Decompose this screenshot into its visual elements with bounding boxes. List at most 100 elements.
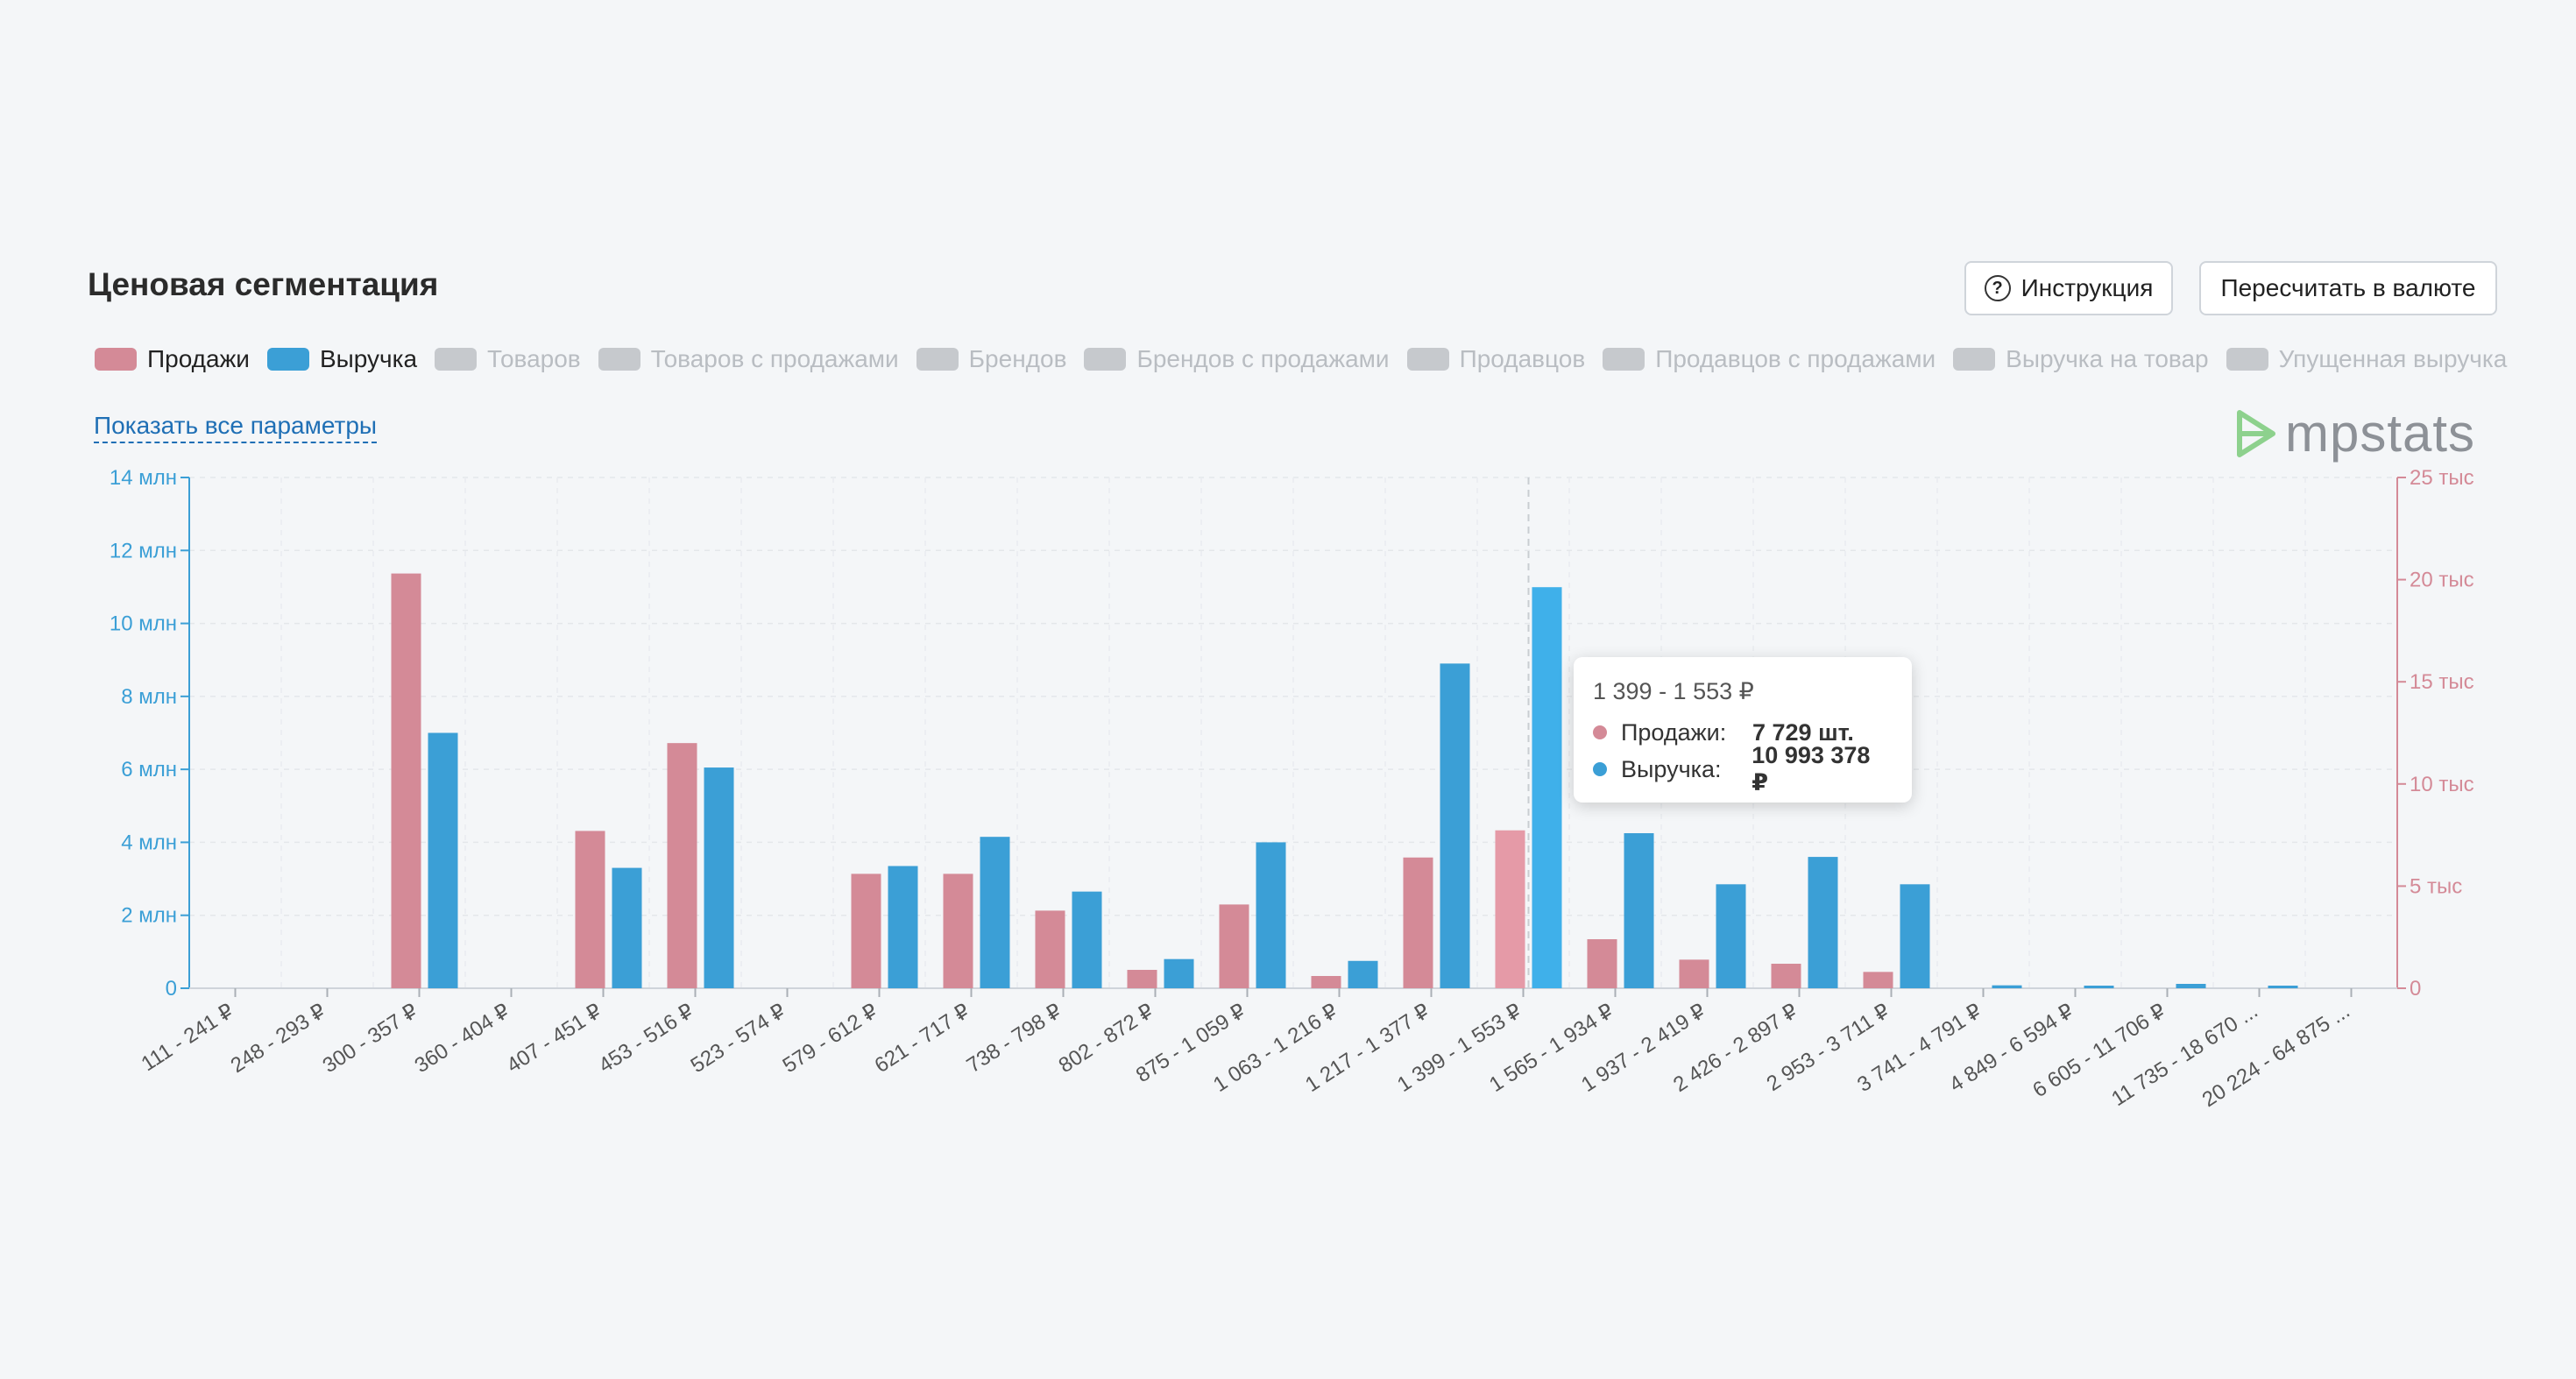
legend-item[interactable]: Упущенная выручка [2226,345,2508,373]
revenue-bar [1716,884,1746,988]
tooltip-row-revenue: Выручка: 10 993 378 ₽ [1593,742,1893,796]
sales-bar [1771,964,1801,988]
legend-label: Выручка [319,345,418,372]
revenue-bar [2268,986,2298,988]
right-tick-label: 5 тыс [2410,874,2462,898]
sales-bar [1311,976,1341,988]
revenue-bar [612,867,642,988]
legend-swatch [266,348,309,371]
right-tick-label: 0 [2410,977,2421,1001]
x-tick-label: 300 - 357 ₽ [319,999,422,1078]
left-tick-label: 14 млн [110,466,177,490]
chart-legend: Продажи Выручка Товаров Товаров с продажами… [95,345,2524,373]
left-tick-label: 0 [166,977,177,1001]
legend-item[interactable]: Брендов [916,345,1067,373]
brand-logo: mpstats [2236,403,2475,463]
sales-bar [1495,830,1525,988]
tooltip-row-sales: Продажи: 7 729 шт. [1593,714,1893,751]
revenue-bar [1164,958,1194,988]
legend-swatch [95,348,137,371]
legend-swatch [435,348,478,371]
legend-swatch [2226,348,2268,371]
tooltip-range: 1 399 - 1 553 ₽ [1593,678,1754,704]
legend-label: Брендов [968,345,1067,372]
revenue-dot-icon [1593,762,1607,776]
left-tick-label: 8 млн [121,685,177,709]
sales-bar [667,743,697,988]
legend-label: Продавцов с продажами [1655,345,1936,372]
revenue-bar [1256,842,1286,988]
brand-name: mpstats [2285,404,2476,463]
sales-bar [1403,857,1433,988]
right-tick-label: 25 тыс [2410,466,2474,490]
recalculate-currency-button[interactable]: Пересчитать в валюте [2199,261,2497,315]
legend-item[interactable]: Продавцов с продажами [1603,345,1936,373]
right-tick-label: 15 тыс [2410,670,2474,694]
sales-dot-icon [1593,725,1607,739]
revenue-bar [1532,587,1562,988]
revenue-bar [1900,884,1930,988]
legend-label: Брендов с продажами [1136,345,1390,372]
x-tick-label: 453 - 516 ₽ [595,999,698,1078]
x-tick-label: 738 - 798 ₽ [963,999,1066,1078]
legend-swatch [1603,348,1645,371]
revenue-bar [1072,891,1102,988]
sales-bar [1127,970,1157,988]
legend-swatch [1084,348,1127,371]
currency-label: Пересчитать в валюте [2220,274,2476,301]
x-tick-label: 621 - 717 ₽ [871,999,974,1078]
revenue-bar [1624,833,1654,988]
revenue-bar [2176,984,2206,988]
legend-item[interactable]: Товаров [435,345,581,373]
tooltip-sales-value: 7 729 шт. [1752,718,1854,746]
sales-bar [1587,939,1617,988]
left-tick-label: 4 млн [121,831,177,854]
revenue-bar [1808,857,1838,988]
left-tick-label: 2 млн [121,904,177,928]
x-tick-label: 407 - 451 ₽ [503,999,606,1078]
legend-label: Товаров [487,345,581,372]
legend-label: Продажи [147,345,250,372]
legend-item[interactable]: Выручка [266,345,418,373]
sales-bar [1863,972,1893,988]
legend-swatch [1953,348,1996,371]
right-tick-label: 20 тыс [2410,569,2474,592]
sales-bar [575,831,605,988]
sales-bar [1035,910,1065,988]
revenue-bar [1348,960,1378,988]
legend-item[interactable]: Брендов с продажами [1084,345,1390,373]
revenue-bar [888,866,918,988]
right-tick-label: 10 тыс [2410,773,2474,796]
x-tick-label: 248 - 293 ₽ [227,999,330,1078]
legend-swatch [598,348,640,371]
show-all-params-link[interactable]: Показать все параметры [94,412,378,443]
x-tick-label: 523 - 574 ₽ [687,999,790,1078]
legend-item[interactable]: Продавцов [1406,345,1585,373]
legend-item[interactable]: Товаров с продажами [598,345,899,373]
legend-item[interactable]: Выручка на товар [1953,345,2209,373]
left-tick-label: 12 млн [110,539,177,562]
legend-item[interactable]: Продажи [95,345,250,373]
sales-bar [1219,904,1249,988]
left-tick-label: 10 млн [110,612,177,636]
revenue-bar [1992,985,2022,988]
revenue-bar [428,732,458,988]
tooltip-revenue-value: 10 993 378 ₽ [1752,742,1871,796]
revenue-bar [980,837,1010,988]
sales-bar [391,573,421,988]
page-title: Ценовая сегментация [88,266,439,302]
revenue-bar [2084,986,2114,988]
legend-label: Выручка на товар [2006,345,2209,372]
left-tick-label: 6 млн [121,758,177,781]
instruction-button[interactable]: ? Инструкция [1964,261,2173,315]
x-tick-label: 360 - 404 ₽ [411,999,514,1078]
x-tick-label: 579 - 612 ₽ [779,999,882,1078]
question-icon: ? [1984,275,2011,301]
sales-bar [943,873,973,988]
sales-bar [851,873,881,988]
legend-label: Товаров с продажами [650,345,899,372]
legend-label: Упущенная выручка [2278,345,2508,372]
revenue-bar [1440,663,1470,988]
instruction-label: Инструкция [2020,274,2154,301]
